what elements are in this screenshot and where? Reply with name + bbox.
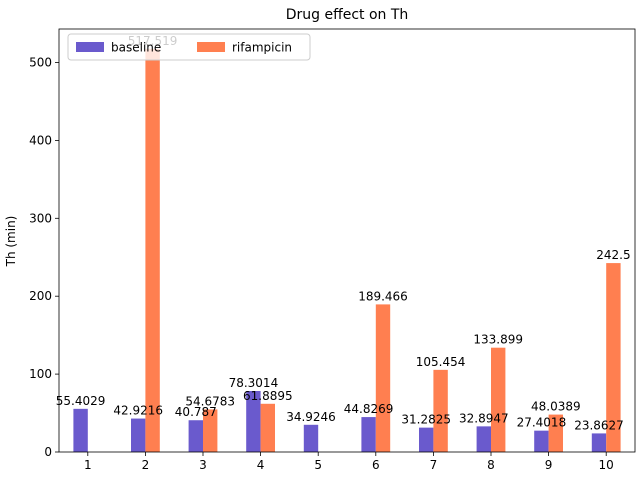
bar-rifampicin-2 xyxy=(145,48,160,452)
x-tick-label-7: 7 xyxy=(430,458,438,472)
data-label-baseline-7: 31.2825 xyxy=(401,413,451,427)
bar-rifampicin-7 xyxy=(433,369,448,452)
x-tick-label-2: 2 xyxy=(142,458,150,472)
bar-baseline-8 xyxy=(476,426,491,452)
data-label-rifampicin-3: 54.6783 xyxy=(185,394,235,408)
bar-baseline-3 xyxy=(188,420,203,452)
data-label-baseline-9: 27.4018 xyxy=(517,416,567,430)
bar-rifampicin-3 xyxy=(203,409,218,452)
x-tick-label-3: 3 xyxy=(199,458,207,472)
data-label-baseline-5: 34.9246 xyxy=(286,410,336,424)
bar-rifampicin-9 xyxy=(548,414,563,452)
data-label-rifampicin-4: 61.8895 xyxy=(243,389,293,403)
bar-baseline-5 xyxy=(303,424,319,452)
data-label-baseline-1: 55.4029 xyxy=(56,394,106,408)
x-tick-label-8: 8 xyxy=(487,458,495,472)
x-tick-label-9: 9 xyxy=(545,458,553,472)
chart-title: Drug effect on Th xyxy=(286,7,409,23)
data-label-baseline-3: 40.787 xyxy=(175,405,217,419)
data-label-baseline-4: 78.3014 xyxy=(229,376,279,390)
y-tick-label-100: 100 xyxy=(29,367,52,381)
x-tick-label-6: 6 xyxy=(372,458,380,472)
plot-frame xyxy=(58,28,636,453)
plot-area: 55.4029 42.9216 40.787 78.3014 34.9246 44.826… xyxy=(29,28,636,472)
data-label-baseline-8: 32.8947 xyxy=(459,411,509,425)
bar-baseline-7 xyxy=(419,427,434,452)
data-label-rifampicin-8: 133.899 xyxy=(473,333,523,347)
data-label-baseline-2: 42.9216 xyxy=(113,404,163,418)
x-tick-label-1: 1 xyxy=(84,458,92,472)
legend-swatch-rifampicin xyxy=(197,42,225,52)
y-tick-label-300: 300 xyxy=(29,211,52,225)
bar-baseline-4 xyxy=(246,391,261,452)
bar-baseline-9 xyxy=(534,430,549,452)
legend-swatch-baseline xyxy=(76,42,104,52)
legend: baseline rifampicin xyxy=(67,33,311,61)
data-label-rifampicin-10: 242.5 xyxy=(596,248,630,262)
bar-baseline-10 xyxy=(591,433,607,452)
y-tick-label-0: 0 xyxy=(44,445,52,459)
legend-label-rifampicin: rifampicin xyxy=(232,41,292,55)
x-tick-label-4: 4 xyxy=(257,458,265,472)
bar-baseline-2 xyxy=(131,418,146,452)
y-tick-label-200: 200 xyxy=(29,289,52,303)
x-tick-label-5: 5 xyxy=(314,458,322,472)
bar-baseline-1 xyxy=(73,408,88,452)
bar-rifampicin-4 xyxy=(260,403,275,452)
y-axis-label: Th (min) xyxy=(4,216,18,268)
data-label-baseline-10: 23.8627 xyxy=(574,418,624,432)
bar-baseline-6 xyxy=(361,417,376,452)
bar-rifampicin-10 xyxy=(606,263,621,452)
data-label-rifampicin-9: 48.0389 xyxy=(531,400,581,414)
legend-box xyxy=(67,33,311,61)
data-label-rifampicin-7: 105.454 xyxy=(416,355,466,369)
x-tick-label-10: 10 xyxy=(599,458,614,472)
y-tick-label-500: 500 xyxy=(29,55,52,69)
y-tick-label-400: 400 xyxy=(29,133,52,147)
bar-rifampicin-8 xyxy=(491,347,506,452)
data-label-baseline-6: 44.8269 xyxy=(344,402,394,416)
bar-rifampicin-6 xyxy=(375,304,391,452)
legend-label-baseline: baseline xyxy=(111,41,161,55)
data-label-rifampicin-6: 189.466 xyxy=(358,289,408,303)
